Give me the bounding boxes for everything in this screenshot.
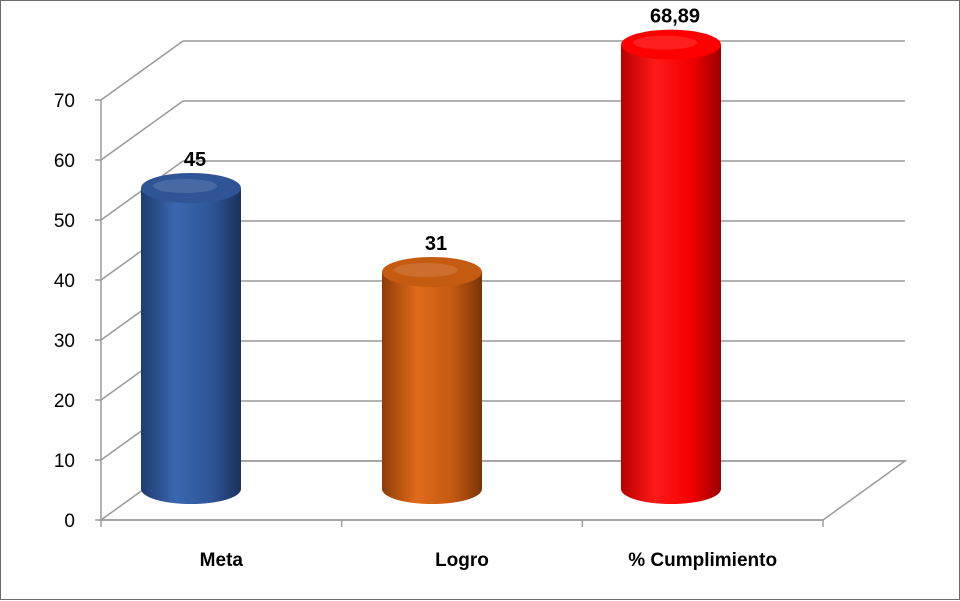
bar-highlight <box>633 35 697 50</box>
gridline-diagonal <box>100 100 184 161</box>
bar-2 <box>621 29 721 504</box>
gridline-diagonal <box>100 40 184 101</box>
category-label: Logro <box>435 550 489 571</box>
bar-0 <box>141 173 241 504</box>
bar-top <box>382 257 482 287</box>
bar-body <box>382 272 482 504</box>
y-tick-label: 30 <box>54 331 75 352</box>
y-tick-label: 60 <box>54 151 75 172</box>
y-tick-label: 70 <box>54 91 75 112</box>
axis-layer: 0 10 20 30 40 50 60 70 <box>54 91 824 532</box>
data-label: 68,89 <box>650 6 700 28</box>
bar-body <box>621 44 721 504</box>
y-tick-label: 0 <box>64 511 75 532</box>
bar-1 <box>382 257 482 504</box>
grid-layer <box>98 40 908 521</box>
category-label: Meta <box>200 550 244 571</box>
bars-layer <box>141 29 721 504</box>
bar-highlight <box>394 263 458 277</box>
bar-top <box>141 173 241 203</box>
y-tick-label: 10 <box>54 451 75 472</box>
bar-highlight <box>153 179 217 193</box>
data-label: 31 <box>425 233 447 255</box>
labels-layer: 45 Meta 31 Logro 68,89 % Cumplimiento <box>184 6 777 571</box>
y-tick-label: 40 <box>54 271 75 292</box>
data-label: 45 <box>184 149 206 171</box>
y-tick-label: 20 <box>54 391 75 412</box>
category-label: % Cumplimiento <box>628 550 777 571</box>
y-tick-label: 50 <box>54 211 75 232</box>
bar-top <box>621 29 721 60</box>
bar-body <box>141 188 241 504</box>
